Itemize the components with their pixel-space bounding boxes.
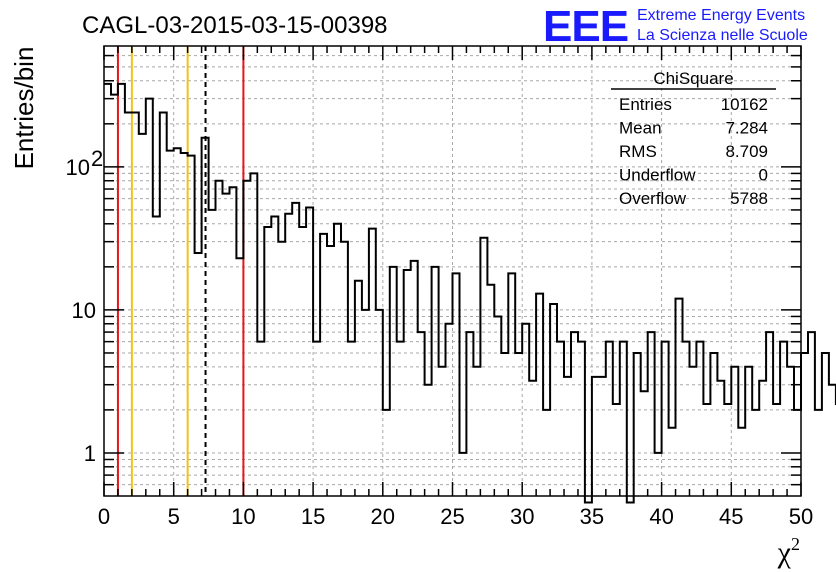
y-tick-label-exponent: 2: [91, 146, 103, 171]
stats-row-value: 7.284: [725, 119, 768, 138]
chart-title: CAGL-03-2015-03-15-00398: [82, 12, 388, 39]
histogram-line: [104, 82, 836, 504]
reference-lines: [116, 46, 245, 496]
stats-row-value: 10162: [721, 95, 768, 114]
x-tick-label: 50: [789, 504, 813, 529]
stats-row-value: 8.709: [725, 142, 768, 161]
x-tick-label: 35: [580, 504, 604, 529]
x-axis-label-base: χ: [777, 536, 792, 569]
stats-row-value: 0: [759, 166, 768, 185]
y-tick-label: 10: [72, 298, 96, 323]
stats-row-label: Mean: [619, 119, 662, 138]
x-tick-label: 15: [301, 504, 325, 529]
stats-row-value: 5788: [730, 189, 768, 208]
x-tick-label: 45: [719, 504, 743, 529]
x-tick-label: 30: [510, 504, 534, 529]
eee-logo: EEE Extreme Energy Events La Scienza nel…: [543, 2, 808, 51]
x-axis-label: χ2: [777, 534, 800, 569]
axis-ticks: [103, 46, 802, 496]
x-tick-label: 5: [168, 504, 180, 529]
grid: [104, 46, 801, 496]
eee-logo-mark: EEE: [543, 2, 628, 51]
stats-row-label: RMS: [619, 142, 657, 161]
logo-line-2: La Scienza nelle Scuole: [637, 27, 808, 44]
stats-row-label: Underflow: [619, 166, 696, 185]
x-axis-label-exponent: 2: [791, 534, 800, 554]
stats-row-label: Entries: [619, 95, 672, 114]
stats-box: ChiSquare Entries 10162 Mean 7.284 RMS 8.709 Un…: [611, 69, 776, 208]
x-tick-label: 20: [371, 504, 395, 529]
x-tick-label: 0: [98, 504, 110, 529]
x-tick-label: 25: [440, 504, 464, 529]
stats-row-label: Overflow: [619, 189, 687, 208]
y-tick-label: 10: [66, 155, 90, 180]
logo-line-1: Extreme Energy Events: [637, 7, 805, 24]
y-tick-label: 1: [84, 441, 96, 466]
x-tick-label: 40: [649, 504, 673, 529]
stats-title: ChiSquare: [653, 69, 733, 88]
x-tick-label: 10: [231, 504, 255, 529]
y-axis-label: Entries/bin: [9, 47, 39, 170]
